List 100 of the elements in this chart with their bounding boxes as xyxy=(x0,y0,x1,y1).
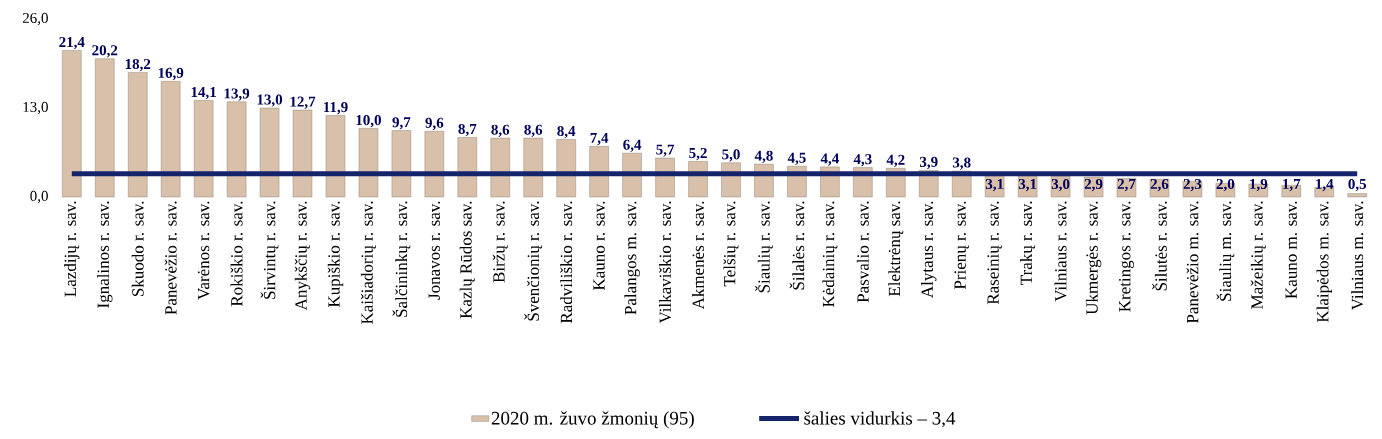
data-label: 3,1 xyxy=(1018,178,1037,192)
bar xyxy=(1083,176,1104,198)
x-tick-label: Pasvalio r. sav. xyxy=(856,201,869,303)
data-label: 4,4 xyxy=(820,153,839,166)
data-label: 6,4 xyxy=(623,139,642,152)
data-label: 4,3 xyxy=(853,154,872,167)
data-label: 5,0 xyxy=(722,149,740,162)
bar xyxy=(193,100,214,198)
x-tick-label: Akmenės r. sav. xyxy=(692,201,705,310)
data-label: 13,0 xyxy=(257,94,283,107)
x-tick-label: Skuodo r. sav. xyxy=(131,201,144,297)
bar xyxy=(589,146,609,198)
x-tick-label: Trakų r. sav. xyxy=(1020,201,1036,285)
x-tick-label: Šiaulių r. sav. xyxy=(754,201,773,293)
bar xyxy=(1182,181,1203,198)
bar xyxy=(259,107,280,198)
data-label: 18,2 xyxy=(125,58,151,72)
data-label: 4,2 xyxy=(886,154,905,168)
x-tick-label: Vilniaus r. sav. xyxy=(1054,201,1067,302)
bar xyxy=(1116,178,1137,198)
y-tick-label: 26,0 xyxy=(22,12,48,26)
data-label: 5,2 xyxy=(689,147,707,161)
data-label: 2,3 xyxy=(1183,178,1202,192)
data-label: 2,6 xyxy=(1150,178,1169,192)
data-label: 1,9 xyxy=(1250,178,1268,192)
data-label: 5,7 xyxy=(656,144,675,157)
data-label: 8,7 xyxy=(458,123,477,137)
data-label: 2,7 xyxy=(1117,178,1136,192)
x-tick-label: Širvintų r. sav. xyxy=(260,201,279,299)
x-tick-label: Kauno r. sav. xyxy=(593,201,605,291)
x-tick-label: Kretingos r. sav. xyxy=(1119,201,1134,312)
data-label: 21,4 xyxy=(59,37,85,50)
data-label: 8,4 xyxy=(557,125,576,139)
x-tick-label: Prienų r. sav. xyxy=(954,201,970,290)
data-label: 20,2 xyxy=(92,45,118,58)
data-label: 0,5 xyxy=(1348,178,1367,192)
y-tick-label: 0,0 xyxy=(30,190,48,204)
bar xyxy=(1347,193,1367,198)
bar xyxy=(1149,179,1170,198)
bar xyxy=(95,58,115,198)
x-tick-label: Vilkaviškio r. sav. xyxy=(659,201,672,324)
x-tick-label: Palangos m. sav. xyxy=(624,201,640,315)
data-label: 14,1 xyxy=(191,87,216,100)
bar xyxy=(457,137,478,198)
bar xyxy=(160,81,181,198)
bar xyxy=(325,115,346,198)
data-label: 8,6 xyxy=(524,124,543,137)
bar xyxy=(226,101,247,198)
data-label: 13,9 xyxy=(224,88,250,101)
data-label: 16,9 xyxy=(158,67,184,81)
data-label: 3,1 xyxy=(985,178,1004,192)
data-label: 9,7 xyxy=(392,117,411,130)
data-label: 1,4 xyxy=(1316,178,1334,192)
bar xyxy=(62,50,82,198)
bar xyxy=(358,128,379,198)
data-label: 2,0 xyxy=(1216,178,1235,192)
x-tick-label: Raseinių r. sav. xyxy=(987,201,1002,305)
x-tick-label: Panevėžio m. sav. xyxy=(1186,201,1199,324)
x-tick-label: Šalčininkų r. sav. xyxy=(392,201,411,317)
x-tick-label: Mažeikių r. sav. xyxy=(1250,201,1266,309)
x-tick-label: Kupiškio r. sav. xyxy=(327,201,344,308)
data-label: 8,6 xyxy=(491,124,510,137)
x-tick-label: Ignalinos r. sav. xyxy=(97,201,113,308)
x-tick-label: Rokiškio r. sav. xyxy=(230,201,243,307)
data-label: 3,9 xyxy=(919,156,938,170)
x-tick-label: Švenčionių r. sav. xyxy=(524,201,543,321)
data-label: 4,5 xyxy=(787,152,806,165)
x-tick-label: Kazlų Rūdos sav. xyxy=(459,201,475,319)
legend-label: šalies vidurkis – 3,4 xyxy=(804,411,956,428)
x-tick-label: Vilniaus m. sav. xyxy=(1351,201,1364,311)
x-tick-label: Kauno m. sav. xyxy=(1285,201,1297,299)
data-label: 11,9 xyxy=(323,102,348,115)
x-tick-label: Šiaulių m. sav. xyxy=(1216,201,1235,301)
data-label: 3,0 xyxy=(1051,178,1070,192)
x-tick-label: Kaišiadorių r. sav. xyxy=(360,201,377,325)
data-label: 4,8 xyxy=(754,150,773,163)
data-label: 1,7 xyxy=(1283,178,1301,192)
x-tick-label: Lazdijų r. sav. xyxy=(64,201,80,297)
bar xyxy=(1050,176,1071,198)
legend-label: 2020 m. žuvo žmonių (95) xyxy=(491,411,694,429)
bar xyxy=(523,137,543,198)
x-tick-label: Panevėžio r. sav. xyxy=(164,201,177,315)
x-tick-label: Varėnos r. sav. xyxy=(197,201,210,300)
data-label: 2,9 xyxy=(1084,178,1103,192)
y-tick-label: 13,0 xyxy=(23,101,48,115)
data-label: 12,7 xyxy=(290,96,316,109)
bar xyxy=(556,139,576,198)
x-tick-label: Šilutės r. sav. xyxy=(1152,201,1167,291)
bar xyxy=(424,131,445,198)
data-label: 9,6 xyxy=(425,117,444,131)
x-tick-label: Klaipėdos m. sav. xyxy=(1316,201,1332,323)
x-tick-label: Ukmergės r. sav. xyxy=(1085,201,1102,315)
bar xyxy=(490,137,510,198)
x-tick-label: Kėdainių r. sav. xyxy=(822,201,838,308)
x-tick-label: Radviliškio r. sav. xyxy=(560,201,573,324)
x-tick-label: Šilalės r. sav. xyxy=(789,201,805,290)
bar xyxy=(391,130,412,198)
x-tick-label: Anykščių r. sav. xyxy=(294,201,311,311)
bar xyxy=(1017,175,1038,198)
x-tick-label: Telšių r. sav. xyxy=(723,201,739,287)
